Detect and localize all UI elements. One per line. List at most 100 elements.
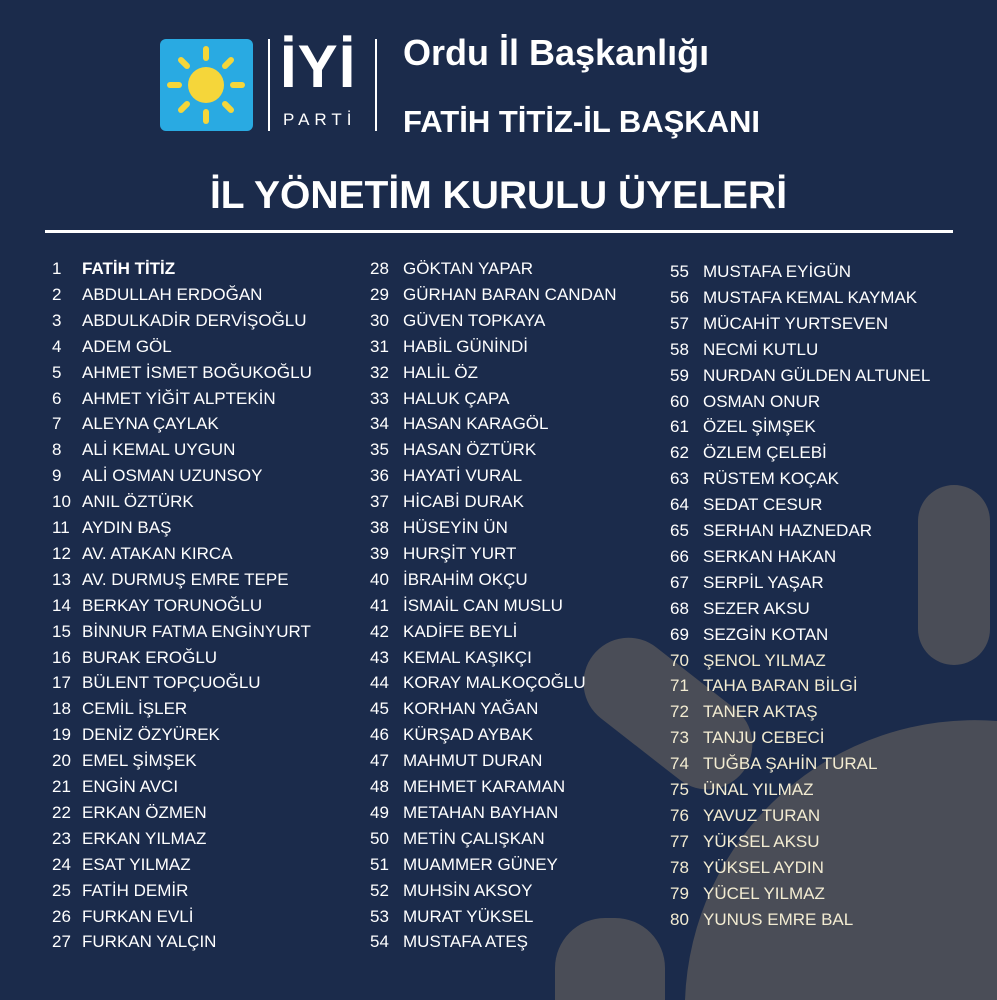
member-number: 16 xyxy=(52,647,71,667)
member-name: ESAT YILMAZ xyxy=(82,854,191,874)
member-name: SERPİL YAŞAR xyxy=(703,572,824,592)
member-number: 57 xyxy=(670,313,689,333)
member-number: 49 xyxy=(370,802,389,822)
member-name: SEZGİN KOTAN xyxy=(703,624,829,644)
page-subtitle: FATİH TİTİZ-İL BAŞKANI xyxy=(403,104,761,139)
member-name: MEHMET KARAMAN xyxy=(403,777,566,796)
member-name: EMEL ŞİMŞEK xyxy=(82,751,197,771)
member-name: İBRAHİM OKÇU xyxy=(403,569,528,589)
member-name: ŞENOL YILMAZ xyxy=(703,650,826,670)
member-number: 37 xyxy=(370,492,389,512)
logo-subtext: PARTİ xyxy=(283,110,357,129)
member-number: 40 xyxy=(370,569,389,589)
member-name: TANJU CEBECİ xyxy=(703,728,825,748)
member-number: 38 xyxy=(370,518,389,537)
member-number: 50 xyxy=(370,828,389,848)
member-name: CEMİL İŞLER xyxy=(82,699,188,719)
member-name: GÖKTAN YAPAR xyxy=(403,259,534,278)
member-number: 1 xyxy=(52,259,62,278)
member-name: AYDIN BAŞ xyxy=(82,518,172,537)
logo-divider xyxy=(268,39,270,131)
member-number: 46 xyxy=(370,725,389,745)
member-number: 54 xyxy=(370,932,389,952)
member-name: MAHMUT DURAN xyxy=(403,751,543,771)
member-name: ADEM GÖL xyxy=(82,336,172,356)
member-number: 42 xyxy=(370,621,389,641)
member-number: 66 xyxy=(670,546,689,566)
member-number: 18 xyxy=(52,699,71,719)
member-name: HASAN ÖZTÜRK xyxy=(403,440,537,460)
member-number: 62 xyxy=(670,443,689,463)
member-name: ALİ KEMAL UYGUN xyxy=(82,440,236,460)
member-number: 72 xyxy=(670,702,689,722)
member-name: YÜKSEL AKSU xyxy=(703,831,820,851)
member-number: 64 xyxy=(670,495,689,515)
member-name: İSMAİL CAN MUSLU xyxy=(403,595,563,615)
section-title: İL YÖNETİM KURULU ÜYELERİ xyxy=(209,174,788,217)
member-number: 28 xyxy=(370,259,389,278)
member-number: 61 xyxy=(670,417,689,437)
member-name: BERKAY TORUNOĞLU xyxy=(82,595,263,615)
member-number: 26 xyxy=(52,906,71,926)
member-number: 8 xyxy=(52,440,62,460)
member-number: 73 xyxy=(670,728,689,748)
member-name: FURKAN YALÇIN xyxy=(82,932,217,952)
member-name: OSMAN ONUR xyxy=(703,391,821,411)
member-number: 39 xyxy=(370,543,389,563)
member-number: 21 xyxy=(52,777,71,796)
member-number: 34 xyxy=(370,414,389,434)
member-number: 79 xyxy=(670,883,689,903)
member-name: MUAMMER GÜNEY xyxy=(403,854,558,874)
member-name: KORAY MALKOÇOĞLU xyxy=(403,673,586,693)
member-number: 9 xyxy=(52,466,62,486)
member-number: 70 xyxy=(670,650,689,670)
member-number: 31 xyxy=(370,336,389,356)
member-name: ÖZLEM ÇELEBİ xyxy=(703,443,827,463)
member-name: ERKAN ÖZMEN xyxy=(82,802,207,822)
member-name: AV. ATAKAN KIRCA xyxy=(82,543,233,563)
member-name: HALİL ÖZ xyxy=(403,362,478,382)
member-name: AHMET İSMET BOĞUKOĞLU xyxy=(82,362,312,382)
member-number: 75 xyxy=(670,780,689,799)
member-number: 32 xyxy=(370,362,389,382)
member-number: 35 xyxy=(370,440,389,460)
member-name: TUĞBA ŞAHİN TURAL xyxy=(703,754,878,774)
member-number: 12 xyxy=(52,543,71,563)
member-name: SEDAT CESUR xyxy=(703,495,823,515)
member-name: HABİL GÜNİNDİ xyxy=(403,336,529,356)
member-name: BURAK EROĞLU xyxy=(82,647,218,667)
header-divider xyxy=(375,39,377,131)
member-number: 69 xyxy=(670,624,689,644)
member-number: 76 xyxy=(670,805,689,825)
member-name: MURAT YÜKSEL xyxy=(403,906,534,926)
member-number: 33 xyxy=(370,388,389,408)
member-number: 11 xyxy=(52,518,70,537)
member-name: HURŞİT YURT xyxy=(403,543,517,563)
member-name: MUHSİN AKSOY xyxy=(403,880,533,900)
member-name: HİCABİ DURAK xyxy=(403,492,524,512)
member-number: 56 xyxy=(670,287,689,307)
member-name: FURKAN EVLİ xyxy=(82,906,194,926)
member-number: 63 xyxy=(670,469,689,489)
member-name: YUNUS EMRE BAL xyxy=(703,909,854,929)
divider xyxy=(45,230,953,233)
member-name: NECMİ KUTLU xyxy=(703,339,819,359)
member-number: 77 xyxy=(670,831,689,851)
member-number: 51 xyxy=(370,854,389,874)
member-number: 20 xyxy=(52,751,71,771)
member-name: ALEYNA ÇAYLAK xyxy=(82,414,219,434)
member-number: 5 xyxy=(52,362,62,382)
member-number: 71 xyxy=(670,676,689,696)
member-name: AHMET YİĞİT ALPTEKİN xyxy=(82,388,276,408)
member-number: 4 xyxy=(52,336,62,356)
member-name: SERHAN HAZNEDAR xyxy=(703,521,873,540)
arc-shape xyxy=(685,720,997,1000)
member-name: KADİFE BEYLİ xyxy=(403,621,518,641)
member-number: 7 xyxy=(52,414,62,434)
member-name: HAYATİ VURAL xyxy=(403,466,523,486)
member-number: 17 xyxy=(52,673,71,693)
member-number: 80 xyxy=(670,909,689,929)
member-name: HÜSEYİN ÜN xyxy=(403,518,508,537)
member-name: ERKAN YILMAZ xyxy=(82,828,207,848)
